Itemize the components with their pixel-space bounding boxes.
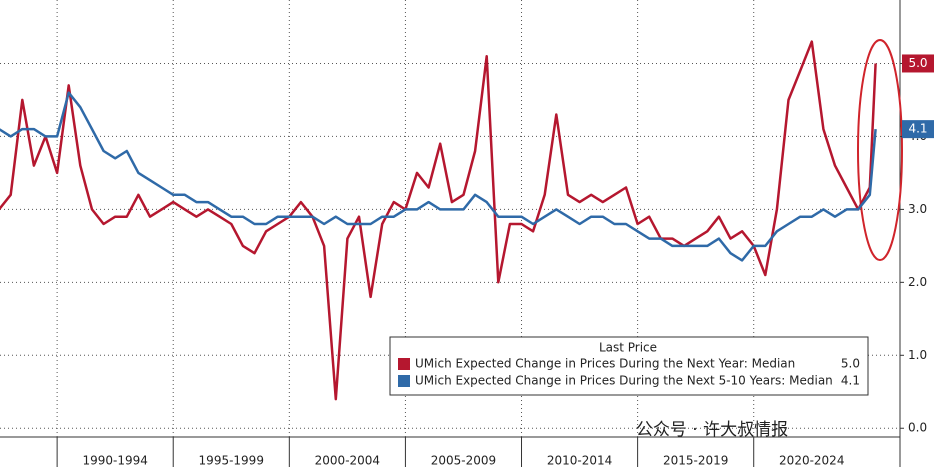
x-tick-label: 1990-1994 (82, 454, 147, 467)
x-tick-label: 1995-1999 (199, 454, 264, 467)
legend-value: 5.0 (841, 357, 860, 371)
legend: Last Price UMich Expected Change in Pric… (389, 336, 869, 396)
highlight-ellipse (857, 39, 903, 261)
legend-label: UMich Expected Change in Prices During t… (415, 357, 795, 371)
x-tick-label: 2020-2024 (779, 454, 844, 467)
legend-swatch (398, 358, 410, 370)
legend-value: 4.1 (841, 374, 860, 388)
x-tick-label: 2010-2014 (547, 454, 612, 467)
last-price-label: 4.1 (908, 122, 927, 136)
series-line (0, 40, 877, 401)
x-tick-label: 2000-2004 (315, 454, 380, 467)
last-price-label: 5.0 (908, 56, 927, 70)
series-line (0, 91, 877, 262)
last-price-box (902, 54, 934, 73)
legend-box (389, 336, 869, 396)
x-tick-label: 2005-2009 (431, 454, 496, 467)
legend-swatch (398, 375, 410, 387)
y-tick-label: 2.0 (908, 275, 927, 289)
watermark: 公众号 · 许大叔情报 (636, 420, 788, 440)
legend-label: UMich Expected Change in Prices During t… (415, 374, 833, 388)
x-tick-label: 2015-2019 (663, 454, 728, 467)
y-tick-label: 0.0 (908, 421, 927, 435)
legend-title: Last Price (599, 341, 657, 355)
y-tick-label: 1.0 (908, 348, 927, 362)
last-price-box (902, 120, 934, 139)
y-tick-label: 3.0 (908, 202, 927, 216)
